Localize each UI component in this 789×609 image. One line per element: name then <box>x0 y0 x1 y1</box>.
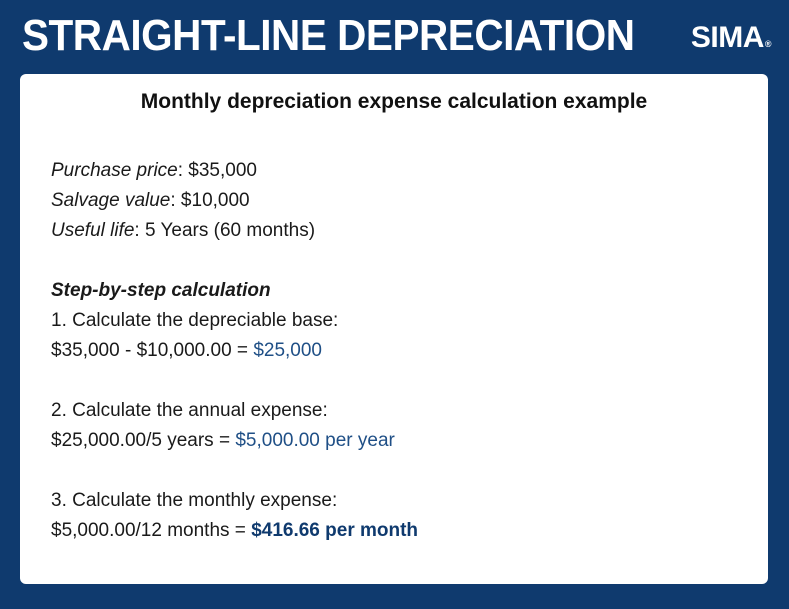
card-title: Monthly depreciation expense calculation… <box>140 90 648 113</box>
input-salvage-value: Salvage value: $10,000 <box>51 188 250 214</box>
input-label: Purchase price <box>51 160 178 181</box>
input-purchase-price: Purchase price: $35,000 <box>51 158 257 184</box>
input-value: : $10,000 <box>170 190 250 211</box>
step-1-instruction: 1. Calculate the depreciable base: <box>51 310 339 331</box>
formula-text: $35,000 - $10,000.00 = <box>51 340 254 361</box>
page-title: STRAIGHT-LINE DEPRECIATION <box>22 11 635 60</box>
input-label: Useful life <box>51 220 135 241</box>
formula-text: $25,000.00/5 years = <box>51 430 236 451</box>
brand-logo: SIMA® <box>690 18 772 64</box>
step-3-instruction: 3. Calculate the monthly expense: <box>51 490 338 511</box>
input-label: Salvage value <box>51 190 171 211</box>
formula-result: $416.66 per month <box>251 520 419 541</box>
step-1-formula: $35,000 - $10,000.00 = $25,000 <box>51 338 322 364</box>
step-3-formula: $5,000.00/12 months = $416.66 per month <box>51 518 418 544</box>
step-2-formula: $25,000.00/5 years = $5,000.00 per year <box>51 428 395 454</box>
content-card: Monthly depreciation expense calculation… <box>20 74 768 584</box>
step-2-instruction: 2. Calculate the annual expense: <box>51 400 328 421</box>
input-useful-life: Useful life: 5 Years (60 months) <box>51 218 315 244</box>
brand-name: SIMA <box>690 21 765 54</box>
input-value: : 5 Years (60 months) <box>134 220 316 241</box>
registered-mark: ® <box>764 39 772 49</box>
formula-result: $5,000.00 per year <box>235 430 395 451</box>
formula-result: $25,000 <box>253 340 322 361</box>
input-value: : $35,000 <box>177 160 257 181</box>
formula-text: $5,000.00/12 months = <box>51 520 252 541</box>
steps-heading: Step-by-step calculation <box>51 280 271 301</box>
